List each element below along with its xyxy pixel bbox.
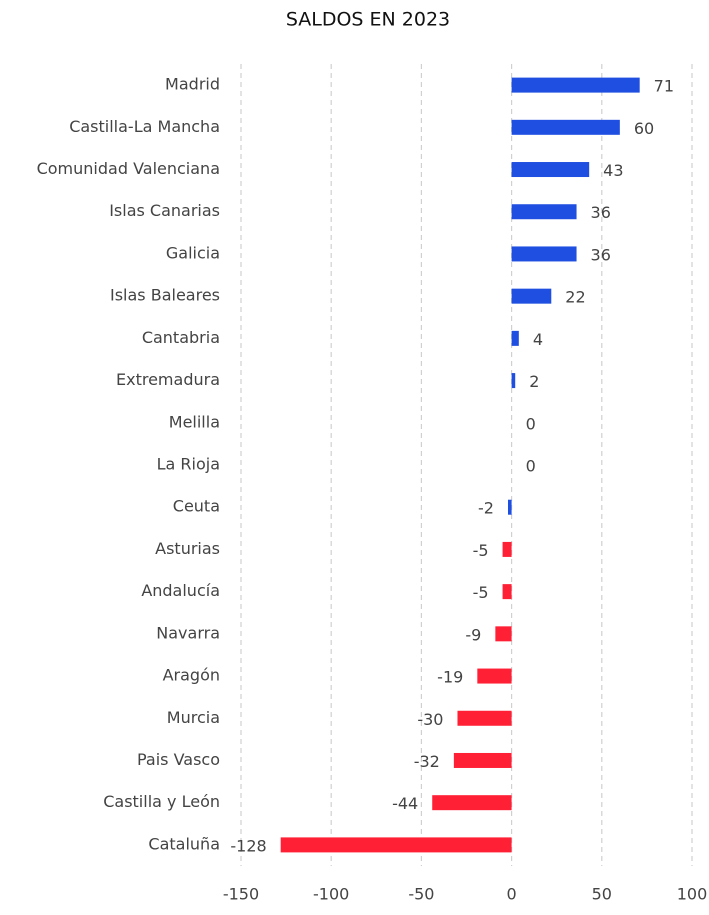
y-tick-label: Melilla: [169, 412, 220, 431]
y-tick-label: Pais Vasco: [137, 750, 220, 769]
y-tick-label: Navarra: [156, 623, 220, 642]
bar: [511, 373, 516, 389]
value-label: -19: [437, 668, 463, 687]
bar: [511, 246, 577, 262]
chart-title: SALDOS EN 2023: [286, 9, 450, 31]
bar: [502, 541, 512, 557]
x-tick-label: -150: [223, 885, 259, 904]
value-label: 36: [591, 203, 611, 222]
y-tick-label: Galicia: [166, 243, 220, 262]
value-label: -128: [230, 836, 266, 855]
bar: [453, 752, 512, 768]
x-tick-label: 0: [507, 885, 517, 904]
value-label: 4: [533, 330, 543, 349]
value-label: -9: [465, 625, 481, 644]
y-tick-label: Islas Baleares: [110, 286, 220, 305]
x-tick-label: 100: [677, 885, 708, 904]
bar: [507, 499, 512, 515]
y-tick-label: Cantabria: [142, 328, 220, 347]
y-tick-label: La Rioja: [157, 455, 220, 474]
value-label: 71: [654, 77, 674, 96]
value-label: -2: [478, 499, 494, 518]
bar: [511, 204, 577, 220]
x-tick-label: -50: [408, 885, 434, 904]
value-label: -30: [417, 710, 443, 729]
bar: [457, 710, 512, 726]
bar: [511, 330, 519, 346]
bar: [477, 668, 512, 684]
y-tick-label: Castilla-La Mancha: [69, 117, 220, 136]
bar: [495, 626, 512, 642]
value-label: 22: [565, 288, 585, 307]
y-tick-label: Asturias: [155, 539, 220, 558]
y-tick-label: Andalucía: [141, 581, 220, 600]
bar: [511, 77, 640, 93]
y-tick-label: Comunidad Valenciana: [37, 159, 220, 178]
y-tick-label: Islas Canarias: [109, 201, 220, 220]
value-label: -5: [473, 541, 489, 560]
y-tick-label: Cataluña: [148, 834, 220, 853]
value-label: -32: [414, 752, 440, 771]
value-label: -44: [392, 794, 418, 813]
value-label: 60: [634, 119, 654, 138]
y-tick-label: Madrid: [165, 75, 220, 94]
bar: [511, 162, 590, 178]
value-label: 43: [603, 161, 623, 180]
bar: [511, 119, 620, 135]
x-tick-label: -100: [313, 885, 349, 904]
x-tick-label: 50: [592, 885, 612, 904]
bar: [432, 795, 512, 811]
bar: [511, 288, 552, 304]
bar: [502, 584, 512, 600]
y-tick-label: Castilla y León: [103, 792, 220, 811]
y-tick-label: Extremadura: [116, 370, 220, 389]
y-tick-label: Murcia: [167, 708, 220, 727]
value-label: 0: [526, 414, 536, 433]
value-label: 36: [591, 245, 611, 264]
value-label: 0: [526, 457, 536, 476]
bar: [280, 837, 512, 853]
y-tick-label: Ceuta: [173, 497, 220, 516]
value-label: 2: [529, 372, 539, 391]
value-label: -5: [473, 583, 489, 602]
y-tick-label: Aragón: [163, 666, 220, 685]
